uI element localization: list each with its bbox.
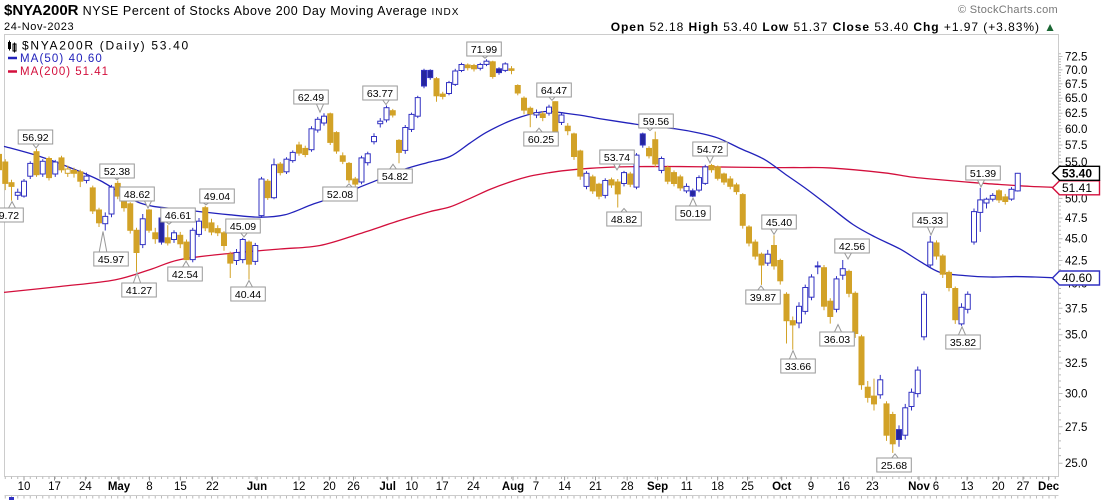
svg-text:67.5: 67.5 (1065, 79, 1087, 91)
svg-text:57.5: 57.5 (1065, 140, 1087, 152)
svg-text:17: 17 (436, 481, 449, 493)
svg-text:33.66: 33.66 (785, 361, 811, 373)
svg-text:27: 27 (1017, 481, 1030, 493)
svg-text:42.5: 42.5 (1065, 256, 1087, 268)
svg-text:20: 20 (992, 481, 1005, 493)
svg-text:10: 10 (18, 481, 31, 493)
svg-text:70.0: 70.0 (1065, 65, 1087, 77)
svg-text:45.0: 45.0 (1065, 234, 1087, 246)
svg-text:59.56: 59.56 (643, 116, 669, 128)
svg-text:48.62: 48.62 (124, 189, 150, 201)
svg-text:42.56: 42.56 (839, 241, 865, 253)
svg-text:71.99: 71.99 (471, 44, 497, 56)
svg-text:53.74: 53.74 (604, 152, 630, 164)
svg-text:63.77: 63.77 (367, 88, 393, 100)
svg-text:12: 12 (293, 481, 306, 493)
svg-text:32.5: 32.5 (1065, 358, 1087, 370)
svg-text:May: May (108, 481, 131, 493)
svg-text:39.87: 39.87 (750, 292, 776, 304)
svg-text:51.41: 51.41 (1062, 181, 1092, 195)
svg-text:40.60: 40.60 (1062, 271, 1092, 285)
svg-text:62.49: 62.49 (298, 92, 324, 104)
svg-text:49.72: 49.72 (0, 210, 19, 222)
svg-text:Dec: Dec (1038, 481, 1060, 493)
svg-text:11: 11 (681, 481, 693, 493)
svg-text:52.08: 52.08 (327, 189, 353, 201)
svg-text:27.5: 27.5 (1065, 422, 1087, 434)
svg-text:$NYA200R (Daily) 53.40: $NYA200R (Daily) 53.40 (22, 39, 190, 53)
svg-text:Aug: Aug (502, 481, 524, 493)
svg-text:30.0: 30.0 (1065, 389, 1087, 401)
svg-text:50.19: 50.19 (680, 208, 706, 220)
svg-text:10: 10 (405, 481, 418, 493)
svg-text:45.40: 45.40 (766, 217, 792, 229)
svg-text:6: 6 (933, 481, 939, 493)
svg-text:26: 26 (347, 481, 360, 493)
svg-text:Oct: Oct (772, 481, 791, 493)
svg-text:41.27: 41.27 (126, 285, 152, 297)
svg-text:48.82: 48.82 (611, 214, 637, 226)
svg-text:52.38: 52.38 (104, 166, 130, 178)
svg-text:25.68: 25.68 (881, 460, 907, 472)
svg-text:54.82: 54.82 (382, 171, 408, 183)
svg-text:25.0: 25.0 (1065, 458, 1087, 470)
svg-text:Jul: Jul (379, 481, 396, 493)
svg-text:21: 21 (589, 481, 602, 493)
svg-text:56.92: 56.92 (22, 132, 48, 144)
svg-text:15: 15 (174, 481, 187, 493)
svg-text:24: 24 (79, 481, 92, 493)
svg-text:Jun: Jun (247, 481, 267, 493)
svg-text:64.47: 64.47 (541, 85, 567, 97)
svg-text:47.5: 47.5 (1065, 213, 1087, 225)
svg-text:22: 22 (206, 481, 219, 493)
svg-text:65.0: 65.0 (1065, 93, 1087, 105)
svg-text:60.25: 60.25 (528, 134, 554, 146)
svg-text:9: 9 (808, 481, 814, 493)
svg-text:45.33: 45.33 (917, 215, 943, 227)
svg-text:MA(200) 51.41: MA(200) 51.41 (20, 66, 109, 78)
svg-text:53.40: 53.40 (1062, 167, 1092, 181)
svg-text:MA(50) 40.60: MA(50) 40.60 (20, 53, 103, 65)
svg-text:35.82: 35.82 (950, 337, 976, 349)
svg-text:49.04: 49.04 (204, 191, 230, 203)
svg-text:50.0: 50.0 (1065, 193, 1087, 205)
svg-text:8: 8 (146, 481, 152, 493)
svg-text:72.5: 72.5 (1065, 52, 1087, 64)
svg-text:Nov: Nov (908, 481, 930, 493)
svg-text:54.72: 54.72 (697, 144, 723, 156)
svg-text:45.97: 45.97 (98, 254, 124, 266)
svg-text:25: 25 (741, 481, 754, 493)
svg-text:24: 24 (467, 481, 480, 493)
svg-text:40.44: 40.44 (235, 289, 261, 301)
svg-text:18: 18 (711, 481, 724, 493)
svg-text:37.5: 37.5 (1065, 303, 1087, 315)
svg-text:60.0: 60.0 (1065, 124, 1087, 136)
svg-text:17: 17 (48, 481, 61, 493)
svg-text:45.09: 45.09 (230, 221, 256, 233)
svg-text:51.39: 51.39 (970, 168, 996, 180)
svg-text:28: 28 (621, 481, 634, 493)
svg-text:Sep: Sep (647, 481, 668, 493)
svg-text:35.0: 35.0 (1065, 330, 1087, 342)
svg-text:36.03: 36.03 (824, 334, 850, 346)
svg-text:46.61: 46.61 (165, 210, 191, 222)
svg-text:62.5: 62.5 (1065, 108, 1087, 120)
svg-text:13: 13 (961, 481, 974, 493)
svg-text:14: 14 (558, 481, 571, 493)
svg-text:7: 7 (533, 481, 539, 493)
svg-text:42.54: 42.54 (172, 269, 198, 281)
svg-text:16: 16 (837, 481, 850, 493)
svg-text:20: 20 (323, 481, 336, 493)
svg-text:23: 23 (866, 481, 879, 493)
